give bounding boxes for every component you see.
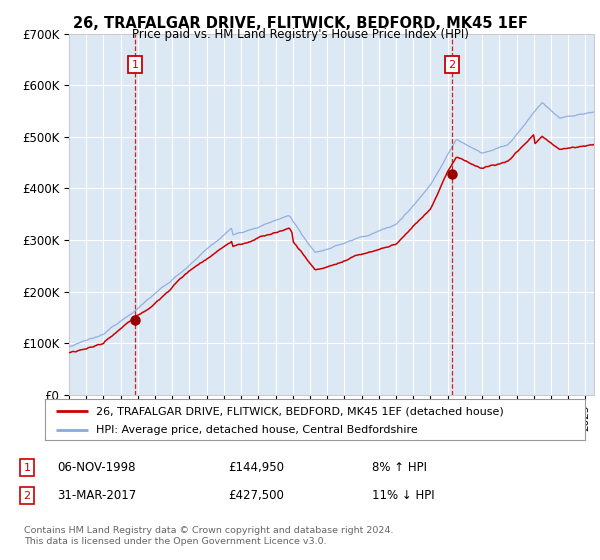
Text: HPI: Average price, detached house, Central Bedfordshire: HPI: Average price, detached house, Cent… <box>96 424 418 435</box>
Text: 06-NOV-1998: 06-NOV-1998 <box>57 461 136 474</box>
Text: £144,950: £144,950 <box>228 461 284 474</box>
Text: 26, TRAFALGAR DRIVE, FLITWICK, BEDFORD, MK45 1EF: 26, TRAFALGAR DRIVE, FLITWICK, BEDFORD, … <box>73 16 527 31</box>
Text: Contains HM Land Registry data © Crown copyright and database right 2024.
This d: Contains HM Land Registry data © Crown c… <box>24 526 394 546</box>
Text: £427,500: £427,500 <box>228 489 284 502</box>
Text: 1: 1 <box>23 463 31 473</box>
Text: 26, TRAFALGAR DRIVE, FLITWICK, BEDFORD, MK45 1EF (detached house): 26, TRAFALGAR DRIVE, FLITWICK, BEDFORD, … <box>96 407 504 417</box>
Text: Price paid vs. HM Land Registry's House Price Index (HPI): Price paid vs. HM Land Registry's House … <box>131 28 469 41</box>
Text: 2: 2 <box>23 491 31 501</box>
Text: 11% ↓ HPI: 11% ↓ HPI <box>372 489 434 502</box>
Text: 2: 2 <box>448 59 455 69</box>
Text: 8% ↑ HPI: 8% ↑ HPI <box>372 461 427 474</box>
Text: 31-MAR-2017: 31-MAR-2017 <box>57 489 136 502</box>
Text: 1: 1 <box>131 59 139 69</box>
